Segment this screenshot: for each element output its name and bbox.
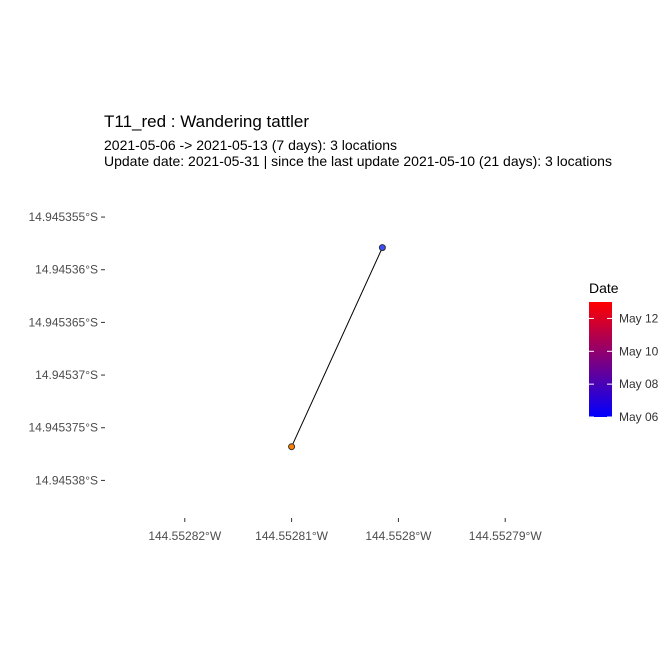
y-tick-label: 14.94536°S: [35, 263, 98, 277]
legend-label: May 08: [619, 377, 659, 391]
legend: Date May 12 May 10 May 08 May 06: [589, 280, 659, 424]
plot-area: [288, 244, 386, 451]
location-point: [288, 443, 296, 451]
x-tick-label: 144.55282°W: [148, 529, 222, 543]
legend-label: May 06: [619, 410, 659, 424]
chart-subtitle-line-1: 2021-05-06 -> 2021-05-13 (7 days): 3 loc…: [104, 137, 397, 153]
legend-title: Date: [589, 280, 619, 296]
x-tick-label: 144.5528°W: [365, 529, 432, 543]
legend-ticks: May 12 May 10 May 08 May 06: [589, 311, 659, 424]
legend-colorbar: [589, 302, 612, 417]
y-tick-label: 14.94537°S: [35, 368, 98, 382]
location-point: [378, 244, 386, 252]
chart-title: T11_red : Wandering tattler: [104, 112, 309, 131]
legend-label: May 10: [619, 344, 659, 358]
y-tick-label: 14.945355°S: [28, 210, 98, 224]
x-tick-label: 144.55281°W: [255, 529, 329, 543]
y-tick-label: 14.945375°S: [28, 421, 98, 435]
y-tick-label: 14.945365°S: [28, 315, 98, 329]
x-tick-label: 144.55279°W: [469, 529, 543, 543]
track-line: [291, 247, 383, 447]
y-tick-label: 14.94538°S: [35, 473, 98, 487]
y-axis: 14.945355°S 14.94536°S 14.945365°S 14.94537…: [28, 210, 105, 487]
chart-subtitle-line-2: Update date: 2021-05-31 | since the last…: [104, 153, 612, 169]
legend-label: May 12: [619, 311, 659, 325]
x-axis: 144.55282°W 144.55281°W 144.5528°W 144.5527…: [148, 518, 542, 543]
